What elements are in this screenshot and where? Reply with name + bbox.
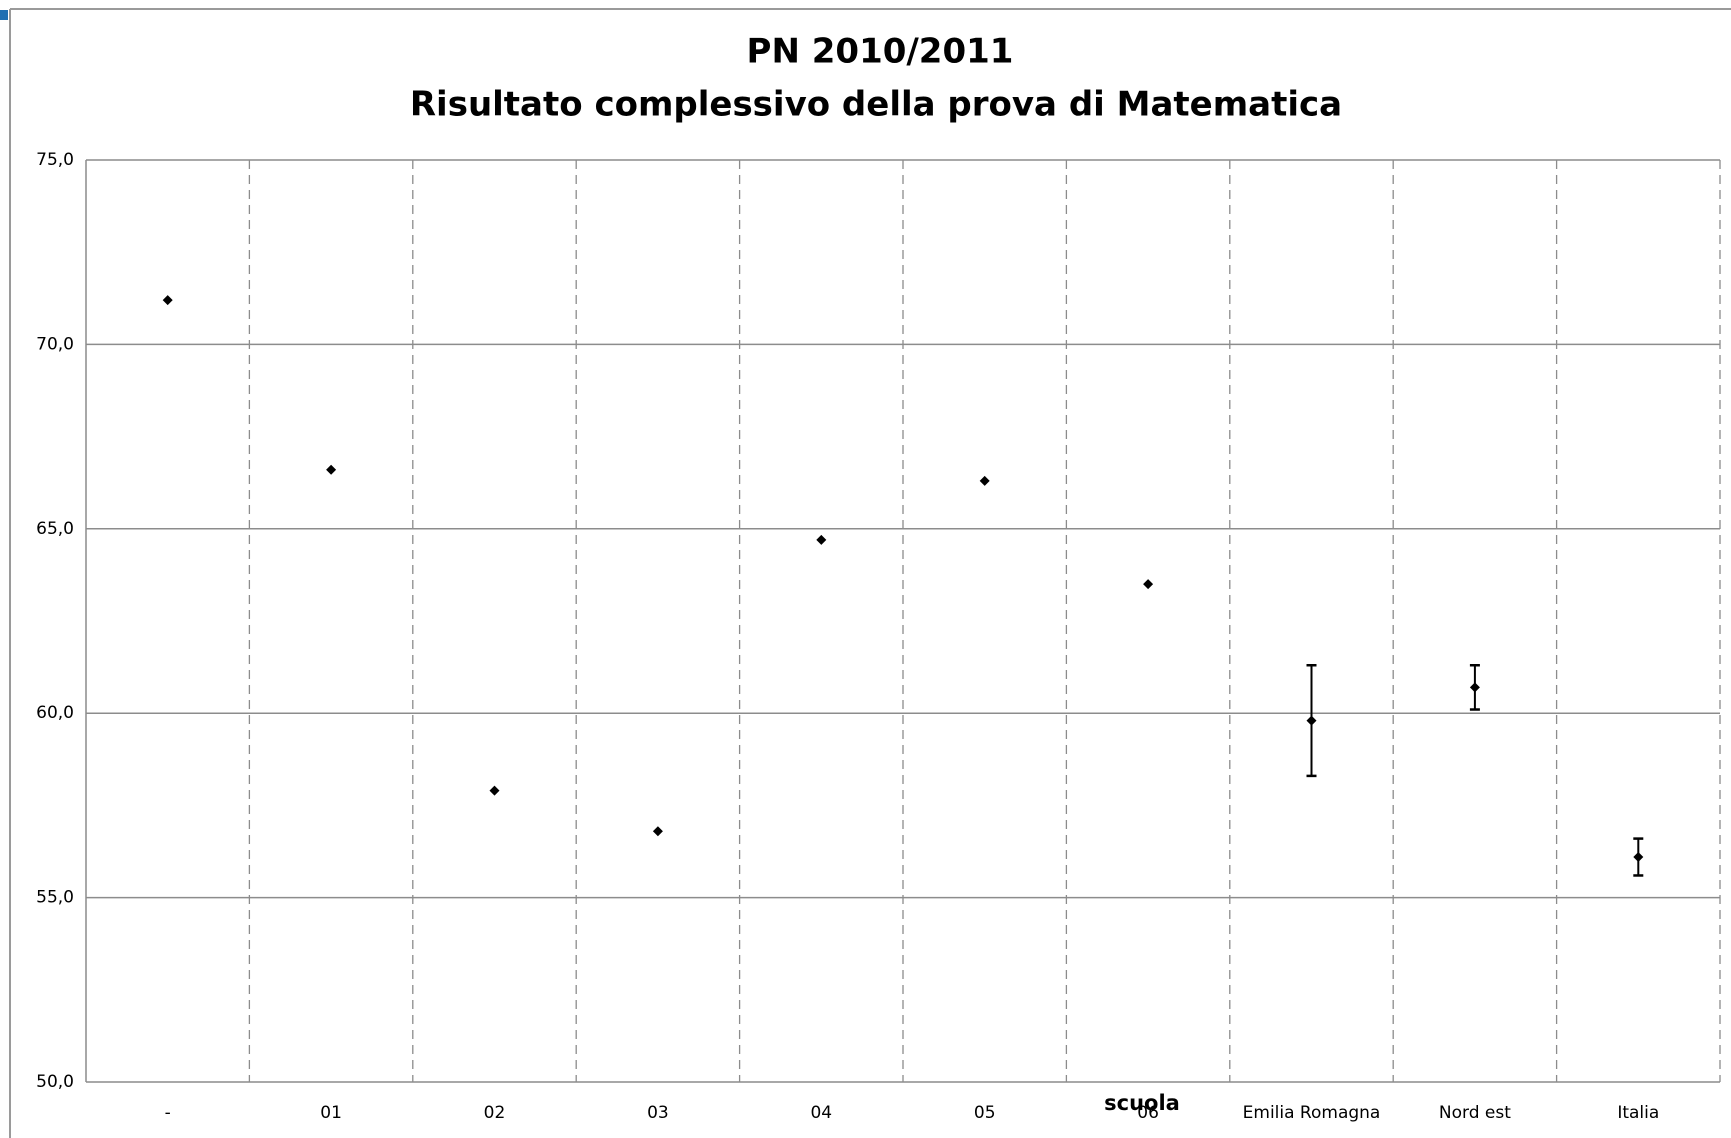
x-tick-label: Nord est — [1439, 1103, 1511, 1123]
corner-decor — [0, 10, 8, 20]
point — [816, 534, 827, 545]
y-tick-label: 60,0 — [36, 703, 74, 723]
x-axis-label: scuola — [1104, 1091, 1180, 1115]
point — [1633, 852, 1644, 863]
y-tick-label: 50,0 — [36, 1072, 74, 1092]
y-tick-label: 55,0 — [36, 888, 74, 908]
x-tick-label: Italia — [1617, 1103, 1659, 1123]
y-tick-label: 75,0 — [36, 150, 74, 170]
point — [489, 785, 500, 796]
point — [979, 475, 990, 486]
x-tick-label: - — [165, 1103, 171, 1123]
x-tick-label: 06 — [1137, 1103, 1159, 1123]
x-tick-label: 02 — [484, 1103, 506, 1123]
chart-title: PN 2010/2011 — [747, 32, 1014, 72]
point — [326, 464, 337, 475]
point — [162, 295, 173, 306]
x-tick-label: 03 — [647, 1103, 669, 1123]
y-tick-label: 70,0 — [36, 334, 74, 354]
x-tick-label: 05 — [974, 1103, 996, 1123]
point — [652, 826, 663, 837]
point — [1469, 682, 1480, 693]
x-tick-label: Emilia Romagna — [1243, 1103, 1381, 1123]
point — [1306, 715, 1317, 726]
x-tick-label: 04 — [810, 1103, 832, 1123]
y-tick-label: 65,0 — [36, 519, 74, 539]
x-tick-label: 01 — [320, 1103, 342, 1123]
point — [1143, 579, 1154, 590]
chart-subtitle: Risultato complessivo della prova di Mat… — [410, 85, 1342, 125]
